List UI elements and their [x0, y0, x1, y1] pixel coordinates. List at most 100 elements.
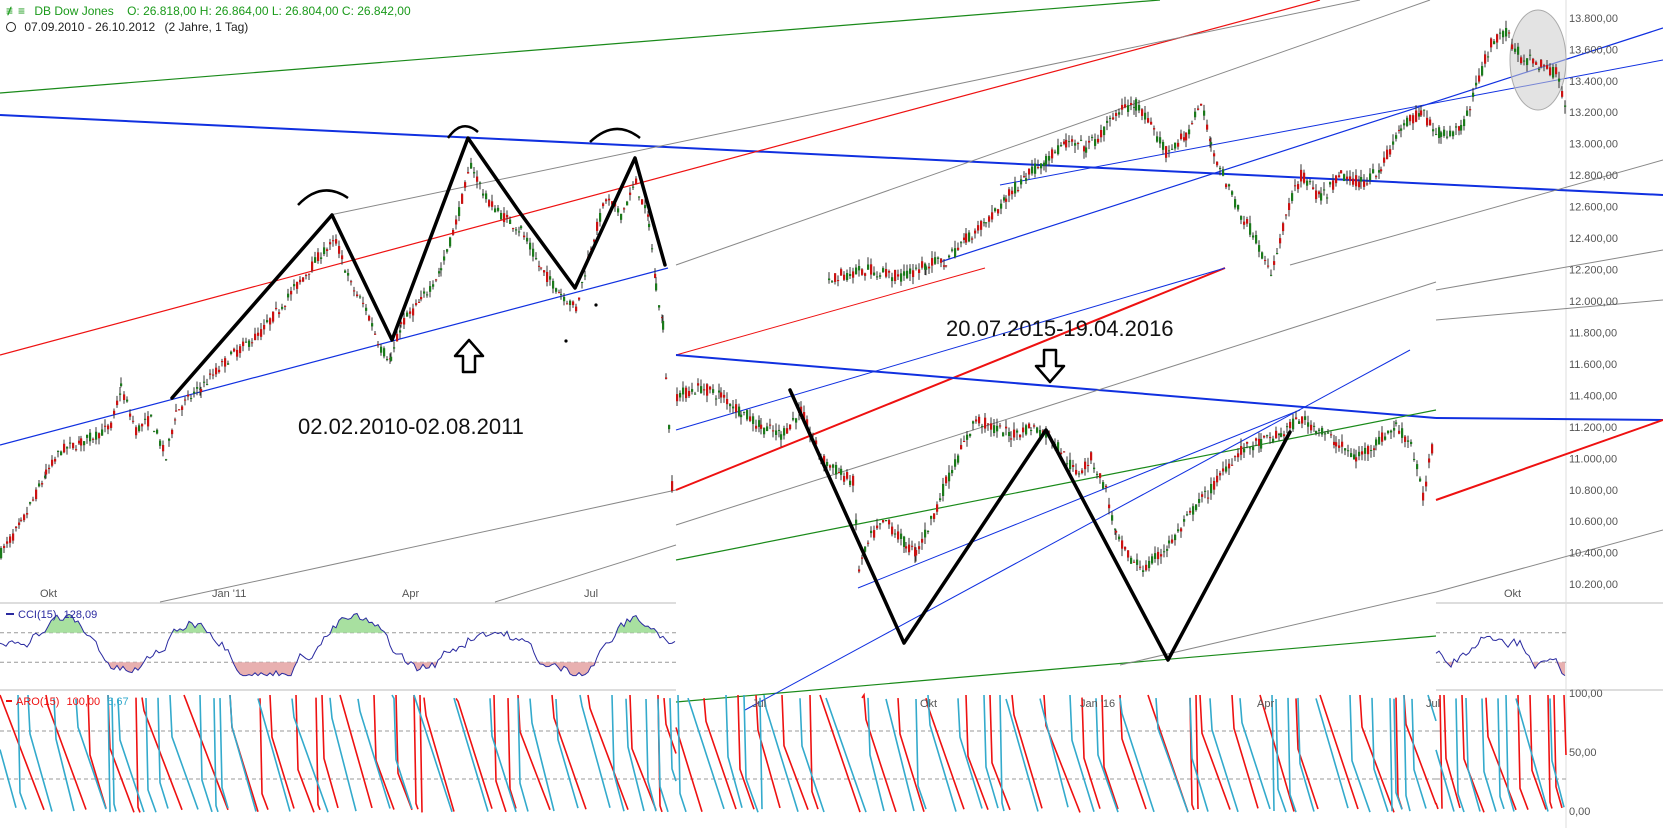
candle-body — [1171, 148, 1174, 150]
candle-body — [555, 288, 558, 292]
candle-body — [1532, 58, 1535, 64]
head-arc — [446, 125, 479, 139]
candle-body — [1263, 435, 1266, 438]
candle-body — [1163, 551, 1166, 553]
candle-body — [888, 520, 891, 525]
chart-pattern-drawings — [170, 125, 1292, 662]
candle-body — [543, 270, 546, 273]
candle-body — [1054, 151, 1057, 153]
candle-body — [515, 229, 518, 231]
candle-body — [287, 293, 290, 298]
candle-body — [1258, 438, 1261, 446]
x-tick-label: Okt — [920, 698, 937, 710]
candle-body — [293, 284, 296, 287]
cci-fill-negative — [279, 662, 282, 676]
candle-body — [1416, 464, 1419, 470]
candle-body — [1555, 67, 1558, 75]
candle-body — [1438, 127, 1441, 138]
candle-body — [1352, 178, 1355, 185]
candle-body — [1552, 67, 1555, 78]
candle-body — [1252, 446, 1255, 451]
candle-body — [6, 541, 9, 544]
ohlc-values: O: 26.818,00 H: 26.864,00 L: 26.804,00 C… — [127, 4, 411, 18]
candle-body — [1463, 119, 1466, 127]
candle-body — [467, 172, 470, 174]
candle-body — [1188, 129, 1191, 135]
candle-body — [1243, 221, 1246, 225]
candle-body — [662, 320, 665, 330]
channel-line-blue — [857, 409, 1301, 589]
candle-body — [329, 242, 332, 245]
candle-body — [1292, 418, 1295, 430]
candle-body — [1025, 178, 1028, 181]
candle-body — [1069, 459, 1072, 470]
cci-fill-negative — [261, 662, 264, 675]
cci-fill-positive — [78, 620, 81, 633]
candle-body — [1144, 112, 1147, 120]
candle-body — [755, 425, 758, 429]
y-tick-label: 12.200,00 — [1569, 265, 1618, 277]
candle-body — [1446, 136, 1449, 138]
candle-body — [990, 423, 993, 430]
candle-body — [1264, 259, 1267, 261]
candle-body — [362, 302, 365, 304]
candle-body — [497, 207, 500, 211]
y-tick-label: 10.400,00 — [1569, 548, 1618, 560]
candle-body — [1415, 110, 1418, 122]
candle-body — [1075, 469, 1078, 475]
candle-body — [150, 414, 153, 417]
candle-body — [1210, 483, 1213, 494]
candle-body — [44, 475, 47, 478]
cci-fill-negative — [282, 662, 285, 675]
chart-header-period: 07.09.2010 - 26.10.2012 (2 Jahre, 1 Tag) — [6, 20, 248, 34]
candle-body — [1011, 190, 1014, 195]
candle-body — [746, 410, 749, 420]
candle-body — [1255, 438, 1258, 441]
candle-body — [963, 441, 966, 443]
candle-body — [987, 423, 990, 425]
candle-body — [720, 392, 723, 398]
candle-body — [665, 377, 668, 379]
channel-line-gray — [1289, 159, 1663, 266]
candle-body — [526, 237, 529, 242]
candle-body — [1306, 180, 1309, 186]
candle-body — [248, 340, 251, 347]
candle-body — [1440, 132, 1443, 137]
candle-body — [1355, 175, 1358, 187]
candle-body — [86, 434, 89, 438]
cci-fill-negative — [132, 662, 135, 673]
candle-body — [1121, 540, 1124, 549]
candle-body — [1383, 157, 1386, 163]
candle-body — [1159, 137, 1162, 144]
cci-fill-positive — [75, 620, 78, 633]
candle-body — [867, 264, 870, 270]
candle-body — [171, 429, 174, 435]
cci-fill-negative — [126, 662, 129, 672]
channel-line-gray — [494, 544, 677, 603]
candle-body — [529, 242, 532, 250]
candle-body — [1435, 134, 1438, 136]
aroon-name: ARO(15) — [16, 696, 60, 708]
candle-body — [1280, 433, 1283, 437]
candle-body — [1139, 566, 1142, 568]
aroon-down-line — [677, 694, 1437, 813]
aroon-y-tick-label: 100,00 — [1569, 688, 1603, 700]
candle-body — [1130, 557, 1133, 564]
candle-body — [26, 513, 29, 515]
cci-fill-negative — [255, 662, 258, 676]
candle-body — [72, 442, 75, 449]
candle-body — [479, 182, 482, 184]
candle-body — [135, 427, 138, 436]
cci-fill-positive — [354, 613, 357, 633]
candle-body — [1083, 146, 1086, 152]
candle-body — [144, 418, 147, 420]
candle-body — [743, 411, 746, 413]
candle-body — [1538, 69, 1541, 71]
candle-body — [826, 461, 829, 466]
candle-body — [1150, 121, 1153, 125]
candle-body — [1197, 108, 1200, 110]
candle-body — [1209, 138, 1212, 142]
candle-body — [174, 419, 177, 421]
candle-body — [1142, 570, 1145, 573]
candle-body — [572, 301, 575, 306]
